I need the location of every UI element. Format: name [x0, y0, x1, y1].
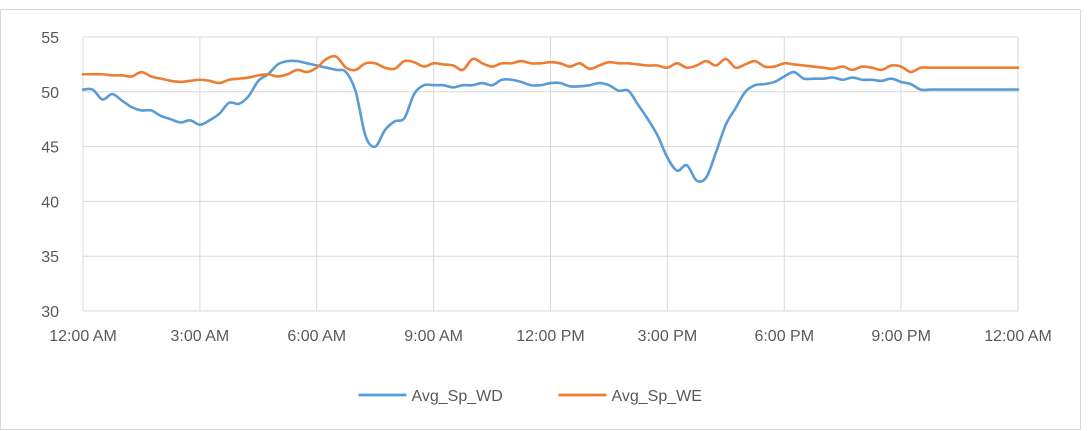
y-tick-label: 35 [41, 249, 59, 266]
y-tick-label: 40 [41, 194, 59, 211]
x-tick-label: 6:00 PM [754, 328, 814, 345]
y-tick-label: 50 [41, 85, 59, 102]
legend-label-avg-sp-wd: Avg_Sp_WD [412, 388, 503, 405]
x-tick-label: 3:00 AM [171, 328, 230, 345]
x-tick-label: 6:00 AM [287, 328, 346, 345]
y-tick-label: 45 [41, 140, 59, 157]
x-tick-label: 9:00 AM [404, 328, 463, 345]
series-lines [81, 54, 1020, 183]
legend-label-avg-sp-we: Avg_Sp_WE [612, 388, 702, 405]
y-tick-label: 30 [41, 304, 59, 321]
chart-area-border [0, 9, 1081, 430]
x-tick-label: 12:00 AM [49, 328, 117, 345]
series-line-avg-sp-wd [81, 59, 1020, 183]
x-tick-label: 9:00 PM [871, 328, 931, 345]
series-line-avg-sp-we [81, 54, 1020, 85]
x-tick-label: 3:00 PM [638, 328, 698, 345]
x-tick-label: 12:00 PM [516, 328, 584, 345]
axes: 30 35 40 45 50 55 12:00 AM 3:00 AM 6:00 AM 9:00 A… [41, 30, 1052, 345]
legend: Avg_Sp_WD Avg_Sp_WE [358, 388, 702, 405]
y-tick-label: 55 [41, 30, 59, 47]
x-tick-label: 12:00 AM [984, 328, 1052, 345]
